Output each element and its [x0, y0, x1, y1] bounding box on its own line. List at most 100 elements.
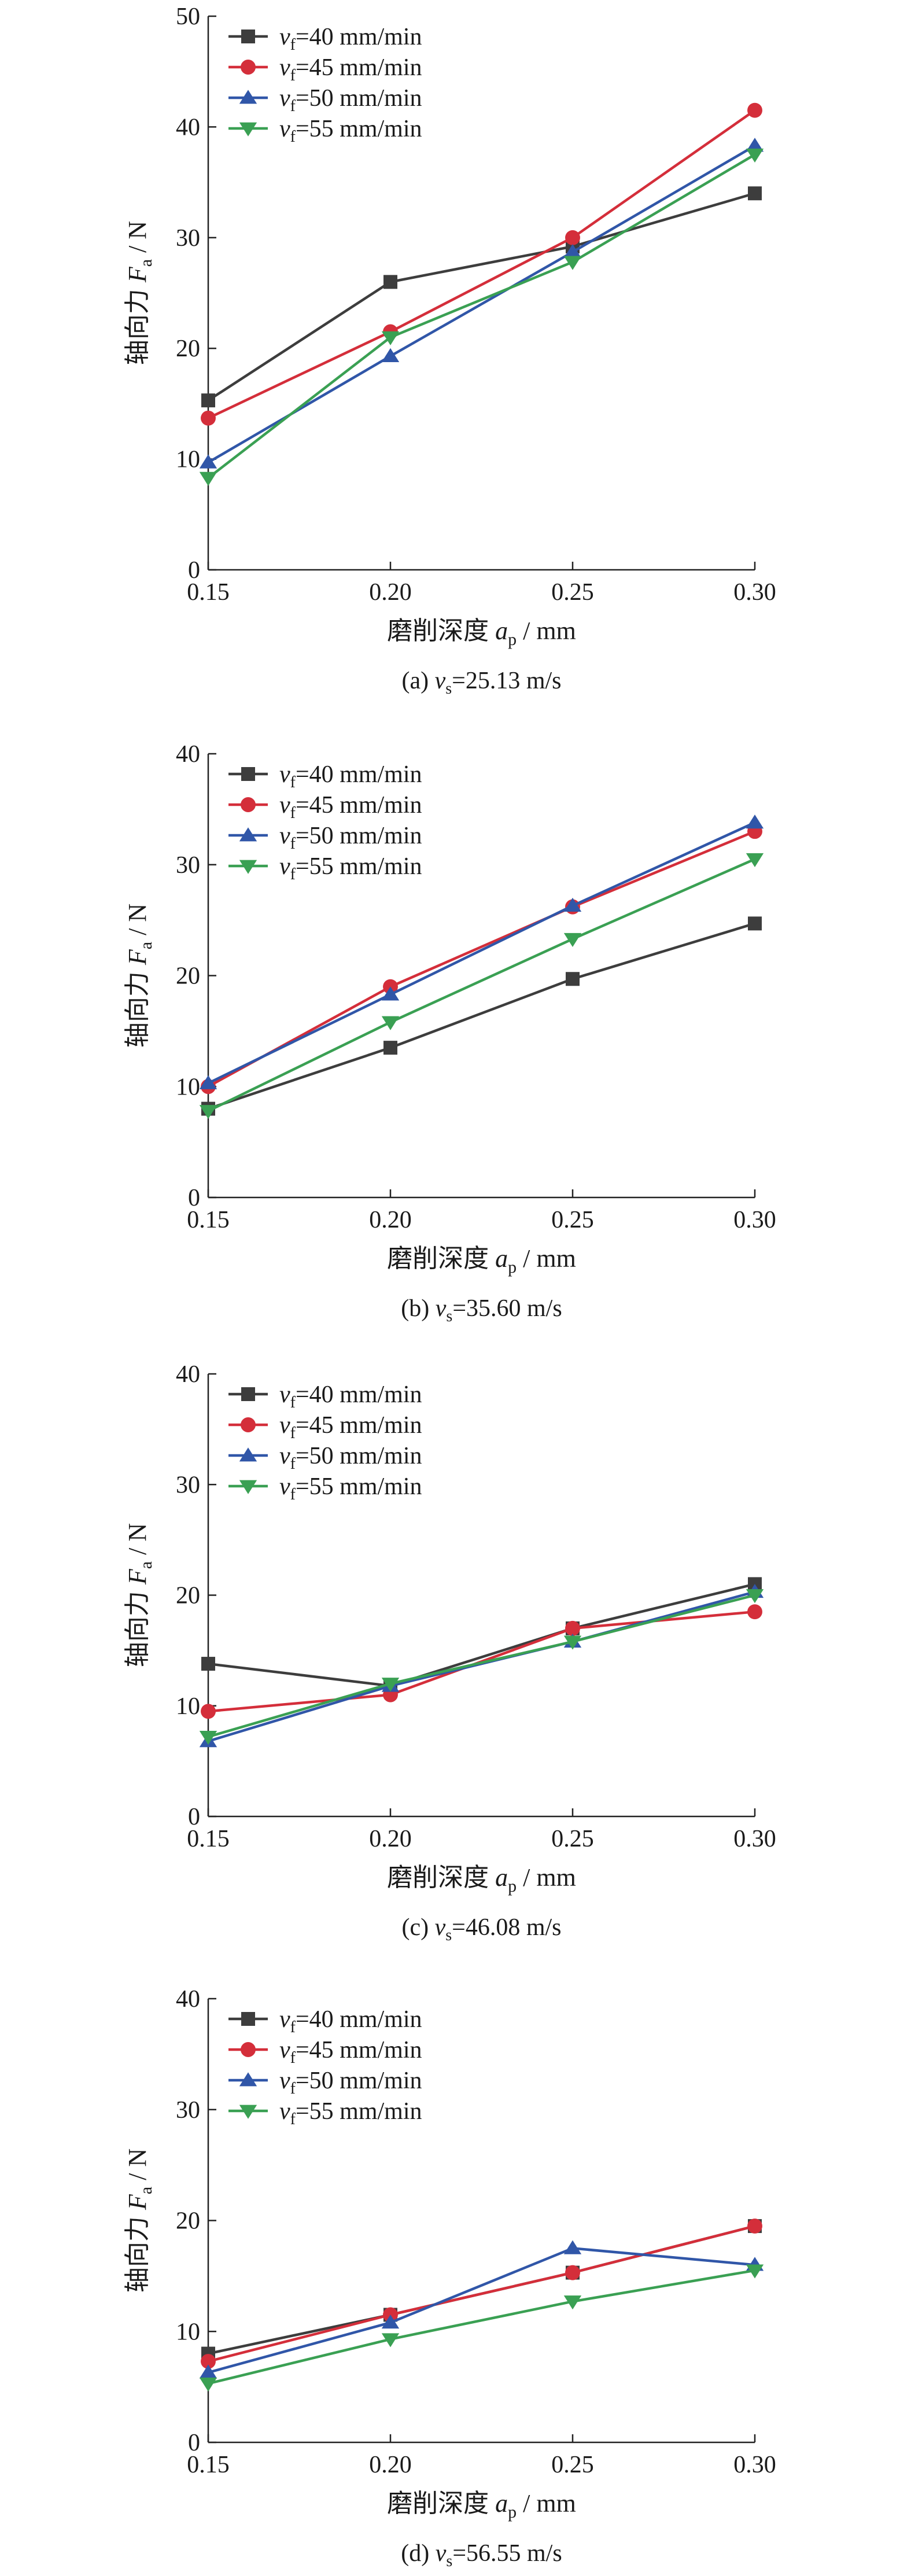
- series-line: [208, 2224, 755, 2363]
- y-tick-label: 40: [176, 741, 200, 768]
- y-axis-title: 轴向力 Fa / N: [123, 904, 156, 1048]
- series-line: [208, 2269, 755, 2385]
- y-tick-label: 10: [176, 1693, 200, 1720]
- legend-swatch-marker: [239, 122, 257, 137]
- y-tick-label: 10: [176, 2319, 200, 2345]
- data-point: [199, 1075, 217, 1089]
- series-4: [199, 1589, 764, 1745]
- legend-label: vf=45 mm/min: [279, 792, 422, 822]
- y-tick-label: 10: [176, 1074, 200, 1100]
- legend-swatch-marker: [239, 2072, 257, 2087]
- data-point: [201, 410, 216, 426]
- x-tick-label: 0.30: [733, 2452, 776, 2478]
- data-point: [381, 331, 400, 345]
- data-point: [199, 454, 217, 469]
- legend-label: vf=45 mm/min: [279, 1412, 422, 1442]
- series-4: [199, 2264, 764, 2392]
- x-tick-label: 0.20: [369, 579, 412, 606]
- y-tick-label: 40: [176, 1361, 200, 1388]
- series-4: [199, 148, 764, 486]
- legend-label: vf=45 mm/min: [279, 2037, 422, 2067]
- x-tick-label: 0.25: [551, 2452, 594, 2478]
- series-1: [201, 186, 762, 408]
- x-tick-label: 0.15: [187, 1826, 230, 1852]
- data-point: [199, 1730, 217, 1745]
- chart-panel-4: 0 10 20 30 40 0.15 0.20 0.25 0.30 轴向力 Fa / N 磨削深度 …: [123, 1986, 776, 2570]
- legend-label: vf=40 mm/min: [279, 2006, 422, 2036]
- data-point: [565, 2265, 580, 2280]
- x-tick-label: 0.25: [551, 579, 594, 606]
- data-point: [563, 897, 582, 912]
- data-point: [381, 348, 400, 362]
- legend-swatch-marker: [239, 1480, 257, 1494]
- legend-label: vf=40 mm/min: [279, 1381, 422, 1412]
- data-point: [747, 2218, 762, 2234]
- chart-panel-2: 0 10 20 30 40 0.15 0.20 0.25 0.30 轴向力 Fa / N 磨削深度 …: [123, 741, 776, 1325]
- x-tick-label: 0.20: [369, 1207, 412, 1233]
- data-point: [746, 853, 764, 867]
- series-1: [201, 2219, 762, 2361]
- series-line: [207, 153, 756, 479]
- y-tick-label: 30: [176, 225, 200, 252]
- legend-label: vf=55 mm/min: [279, 116, 422, 146]
- data-point: [746, 138, 764, 152]
- y-tick-label: 0: [188, 557, 200, 584]
- series-line: [207, 192, 755, 402]
- panel-caption: (d) vs=56.55 m/s: [401, 2540, 562, 2570]
- x-axis-title: 磨削深度 ap / mm: [387, 617, 576, 649]
- data-point: [201, 393, 215, 408]
- data-point: [201, 2354, 216, 2369]
- data-point: [747, 1604, 762, 1620]
- series-line: [208, 821, 755, 1085]
- legend-label: vf=50 mm/min: [279, 1443, 422, 1473]
- y-tick-label: 40: [176, 1986, 200, 2013]
- data-point: [746, 148, 764, 163]
- x-tick-label: 0.30: [733, 1207, 776, 1233]
- y-tick-label: 0: [188, 1804, 200, 1830]
- y-tick-label: 0: [188, 2430, 200, 2456]
- legend-label: vf=45 mm/min: [279, 54, 422, 84]
- y-tick-label: 40: [176, 114, 200, 141]
- y-tick-label: 30: [176, 1472, 200, 1498]
- x-tick-label: 0.15: [187, 1207, 230, 1233]
- legend-swatch-marker: [241, 2042, 256, 2057]
- x-tick-label: 0.20: [369, 1826, 412, 1852]
- panel-caption: (b) vs=35.60 m/s: [401, 1295, 562, 1325]
- series-line: [208, 109, 756, 419]
- data-point: [381, 2333, 400, 2347]
- y-tick-label: 20: [176, 1583, 200, 1609]
- series-line: [208, 922, 755, 1110]
- y-axis-title: 轴向力 Fa / N: [123, 1523, 156, 1667]
- data-point: [201, 1704, 216, 1719]
- data-point: [563, 1635, 582, 1650]
- legend-swatch-marker: [241, 1417, 256, 1432]
- data-point: [747, 102, 762, 118]
- data-point: [563, 244, 582, 259]
- x-tick-label: 0.15: [187, 2452, 230, 2478]
- y-tick-label: 10: [176, 447, 200, 473]
- chart-panel-1: 0 10 20 30 40 50 0.15 0.20 0.25 0.30 轴向力 Fa / N 磨削深…: [123, 3, 776, 698]
- legend-label: vf=40 mm/min: [279, 761, 422, 791]
- data-point: [746, 1589, 764, 1604]
- series-3: [199, 138, 764, 469]
- series-line: [207, 830, 755, 1088]
- data-point: [565, 230, 580, 245]
- series-2: [201, 102, 762, 426]
- series-2: [201, 2218, 762, 2369]
- data-point: [199, 2378, 217, 2392]
- legend-swatch-marker: [241, 1387, 255, 1401]
- series-3: [199, 1583, 764, 1748]
- data-point: [563, 933, 582, 948]
- data-point: [746, 815, 764, 829]
- series-line: [207, 144, 756, 464]
- legend-label: vf=40 mm/min: [279, 24, 422, 54]
- data-point: [381, 986, 400, 1001]
- legend-swatch-marker: [241, 767, 255, 781]
- data-point: [199, 471, 217, 486]
- data-point: [199, 2364, 217, 2379]
